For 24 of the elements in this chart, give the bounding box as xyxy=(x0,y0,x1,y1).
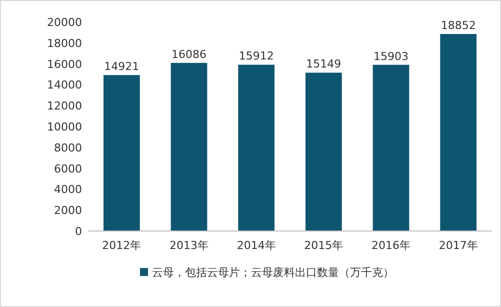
data-label: 16086 xyxy=(172,48,206,61)
y-tick-label: 16000 xyxy=(47,58,82,71)
y-tick-label: 0 xyxy=(75,225,82,238)
y-tick-label: 2000 xyxy=(54,204,82,218)
legend-label: 云母，包括云母片；云母废料出口数量（万千克） xyxy=(152,266,394,279)
y-tick-label: 6000 xyxy=(54,162,82,176)
x-tick-label: 2014年 xyxy=(236,239,276,252)
data-label: 14921 xyxy=(104,60,140,74)
x-tick-label: 2016年 xyxy=(372,239,410,252)
y-tick-label: 20000 xyxy=(47,16,82,29)
x-tick-label: 2017年 xyxy=(438,239,478,252)
data-label: 18852 xyxy=(440,18,476,32)
data-label: 15912 xyxy=(238,50,274,63)
x-tick-label: 2012年 xyxy=(102,239,142,252)
y-tick-label: 18000 xyxy=(47,36,82,50)
x-tick-label: 2013年 xyxy=(170,239,208,252)
y-tick-label: 12000 xyxy=(47,100,82,113)
y-tick-label: 14000 xyxy=(47,78,82,92)
y-tick-label: 4000 xyxy=(54,183,82,196)
data-label: 15903 xyxy=(374,50,408,63)
y-tick-label: 10000 xyxy=(47,120,82,134)
data-label: 15149 xyxy=(306,58,342,71)
y-tick-label: 8000 xyxy=(54,141,82,154)
x-tick-label: 2015年 xyxy=(304,239,344,252)
